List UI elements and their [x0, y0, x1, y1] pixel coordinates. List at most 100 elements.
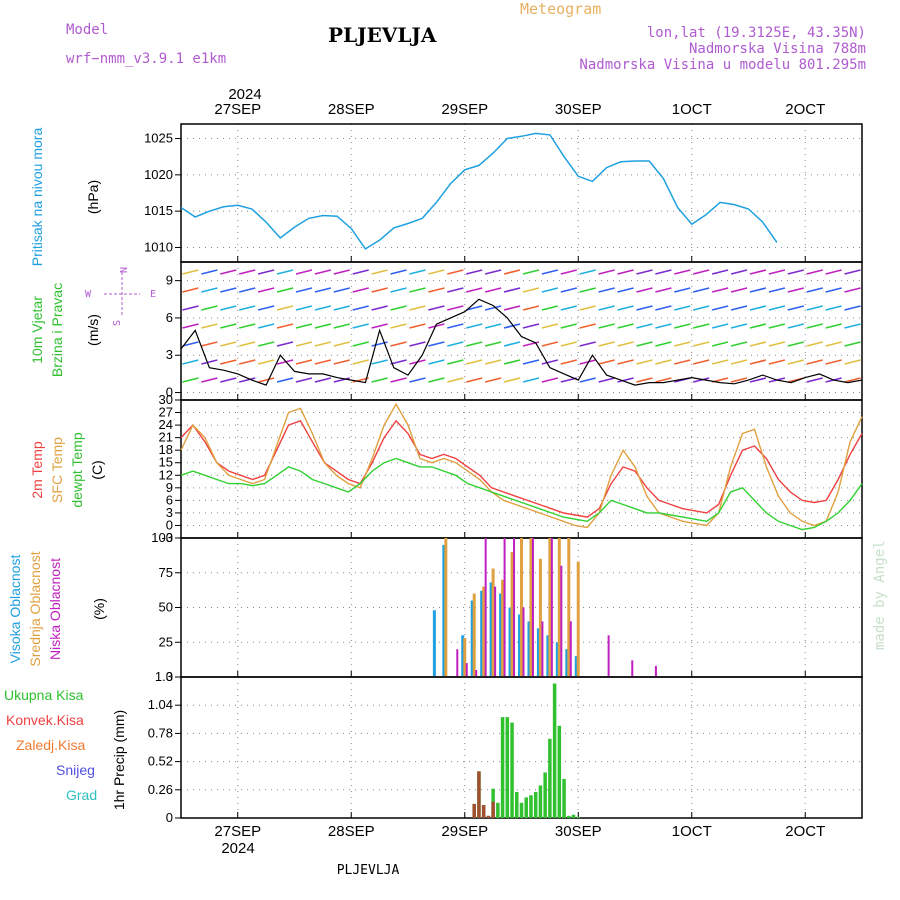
wind-barb [787, 341, 804, 347]
wind-barb [390, 341, 407, 347]
wind-barb [182, 305, 199, 311]
wind-barb [257, 269, 275, 275]
y-tick-label: 0 [166, 810, 173, 825]
wind-barb [484, 359, 502, 365]
wind-barb [655, 323, 672, 329]
cloud-mid-bar [520, 538, 523, 677]
cloud-low-bar [607, 635, 610, 677]
cloud-high-bar [574, 656, 578, 677]
wind-barb [749, 287, 767, 293]
y-tick-label: 1025 [144, 131, 173, 146]
wind-barb [787, 287, 804, 293]
top-date-label: 30SEP [555, 101, 602, 118]
precip-total-bar [496, 802, 500, 818]
wind-barb [844, 341, 861, 347]
wind-barb [806, 323, 823, 329]
wind-barb [598, 287, 615, 293]
wind-speed-line [180, 298, 863, 386]
compass-n: N [119, 267, 130, 273]
wind-barb [693, 269, 710, 275]
wind-barb [749, 269, 767, 275]
precip-convective-bar [481, 804, 486, 818]
wind-barb [617, 377, 634, 383]
precip-hail-label: Grad [66, 787, 97, 803]
wind-barb [806, 341, 823, 347]
wind-barb [447, 305, 464, 311]
wind-barb [693, 359, 710, 365]
wind-barb [522, 377, 540, 383]
wind-barb [295, 377, 313, 383]
precip-total-bar [557, 725, 562, 818]
wind-barb [598, 323, 615, 329]
wind-barb [371, 341, 388, 347]
compass-e: E [150, 289, 156, 300]
wind-barb [825, 323, 842, 329]
wind-barb [333, 305, 350, 311]
wind-barb [257, 359, 275, 365]
wind-barb [598, 269, 615, 275]
cloud-high-bar [442, 544, 446, 677]
wind-barb [371, 287, 388, 293]
wind-barb [749, 359, 767, 365]
wind-barb [768, 287, 786, 293]
wind-barb [428, 323, 445, 329]
wind-barb [333, 269, 350, 275]
cloud-low-bar [631, 660, 634, 677]
wind-barb [257, 287, 275, 293]
wind-barb [598, 377, 615, 383]
cloud-high-bar [499, 593, 503, 677]
top-date-label: 1OCT [672, 101, 712, 118]
wind-barb [636, 287, 653, 293]
y-tick-label: 30 [159, 392, 173, 407]
wind-barb [560, 305, 577, 311]
wind-barb [466, 359, 483, 365]
precip-total-bar [533, 791, 538, 818]
wind-barb [655, 305, 672, 311]
wind-barb [352, 359, 369, 365]
wind-barb [711, 287, 729, 293]
wind-barb [768, 305, 786, 311]
precip-total-bar [505, 717, 510, 818]
precip-total-bar [576, 816, 580, 818]
wind-barb [276, 377, 294, 383]
wind-barb [276, 269, 294, 275]
cloud-low-bar [484, 538, 487, 677]
compass-s: S [112, 320, 123, 326]
wind-barb [182, 323, 199, 329]
precip-panel: 0 0.26 0.52 0.78 1.04 1.3 [148, 669, 863, 825]
wind-barb [787, 359, 804, 365]
wind-barb [674, 359, 691, 365]
panel-frame [180, 399, 863, 539]
precip-convective-bar [486, 815, 491, 818]
wind-barb [806, 287, 823, 293]
wind-barb [655, 377, 672, 383]
y-tick-label: 1.04 [148, 697, 173, 712]
temp-unit: (C) [89, 460, 105, 479]
pressure-unit: (hPa) [85, 180, 101, 214]
wind-barb [314, 323, 332, 329]
wind-barb [825, 305, 842, 311]
watermark: made by Angel [872, 540, 888, 650]
wind-barb [541, 341, 559, 347]
wind-barb [333, 323, 350, 329]
wind-barb [466, 287, 483, 293]
cloud-unit: (%) [91, 598, 107, 620]
wind-barb [617, 269, 634, 275]
precip-total-bar [524, 797, 528, 818]
wind-barb [409, 287, 426, 293]
y-tick-label: 6 [166, 310, 173, 325]
pressure-label: Pritisak na nivou mora [29, 128, 45, 267]
wind-barb [447, 323, 464, 329]
precip-total-bar [548, 738, 552, 818]
wind-barb [768, 359, 786, 365]
wind-barb [711, 359, 729, 365]
wind-barb [825, 269, 842, 275]
wind-barb [295, 287, 313, 293]
wind-barb [787, 269, 804, 275]
wind-barb [503, 287, 521, 293]
top-date-label: 2OCT [785, 101, 825, 118]
station-title: PLJEVLJA [328, 23, 437, 47]
wind-barb [484, 377, 502, 383]
